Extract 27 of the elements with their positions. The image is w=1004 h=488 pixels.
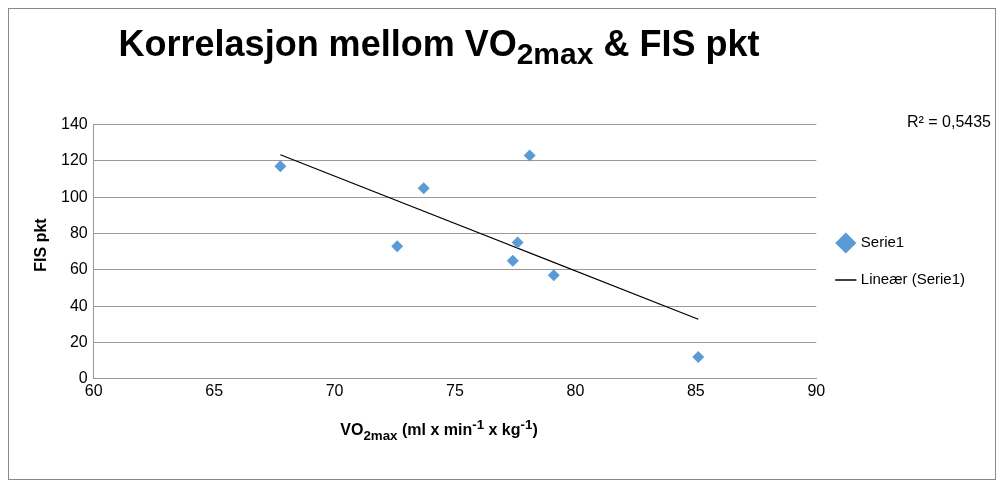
y-tick-label: 140 xyxy=(60,115,88,133)
legend-label: Lineær (Serie1) xyxy=(860,270,966,288)
point xyxy=(523,149,536,162)
chart-title: Korrelasjon mellom VO$_{2max}$ & FIS pkt xyxy=(117,23,761,72)
text: R² = 0,5435 xyxy=(906,113,991,131)
y-tick-label: 80 xyxy=(69,223,88,241)
point xyxy=(274,160,287,173)
y-axis-title: FIS pkt xyxy=(32,218,50,272)
x-tick-label: 85 xyxy=(686,381,705,399)
y-tick-label: 20 xyxy=(69,332,88,350)
y-tick-label: 100 xyxy=(60,187,88,205)
y-tick-label: 40 xyxy=(69,296,88,314)
x-tick-label: 90 xyxy=(807,381,826,399)
y-tick-label: 120 xyxy=(60,151,88,169)
legend-label: Serie1 xyxy=(860,233,905,251)
point xyxy=(511,236,524,249)
point xyxy=(417,182,430,195)
point xyxy=(506,254,519,267)
x-tick-label: 70 xyxy=(325,381,344,399)
x-tick-label: 65 xyxy=(205,381,224,399)
point xyxy=(692,351,705,364)
x-tick-label: 80 xyxy=(566,381,585,399)
y-tick-label: 60 xyxy=(69,260,88,278)
x-axis-title: VO$_{2max}$ (ml x min$^{-1}$ x kg$^{-1}$) xyxy=(339,417,539,443)
point xyxy=(391,240,404,253)
x-tick-label: 75 xyxy=(446,381,464,399)
point xyxy=(547,269,560,282)
